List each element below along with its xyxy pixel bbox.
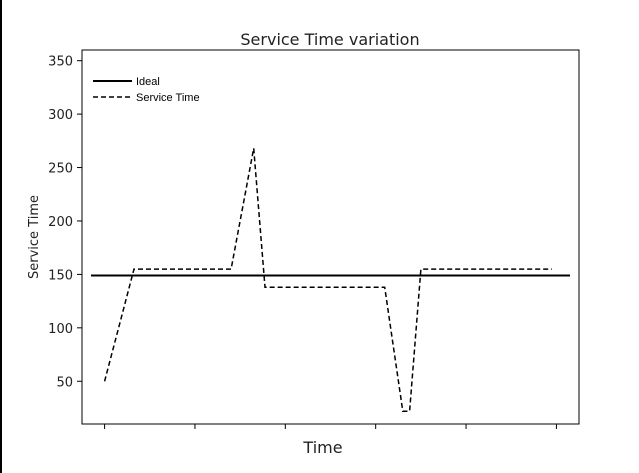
legend: Ideal Service Time bbox=[93, 76, 200, 104]
legend-label-ideal: Ideal bbox=[136, 76, 160, 88]
x-axis bbox=[104, 424, 557, 429]
y-tick-label: 50 bbox=[56, 375, 73, 390]
y-axis: 50 100 150 200 250 300 350 bbox=[48, 55, 82, 390]
plot-area bbox=[81, 49, 580, 425]
y-tick-label: 350 bbox=[48, 55, 73, 70]
x-axis-label: Time bbox=[302, 438, 342, 457]
y-tick-label: 100 bbox=[48, 322, 73, 337]
chart-title: Service Time variation bbox=[240, 30, 419, 49]
y-tick-label: 250 bbox=[48, 162, 73, 177]
y-tick-label: 300 bbox=[48, 108, 73, 123]
y-axis-label: Service Time bbox=[27, 195, 42, 279]
y-tick-label: 200 bbox=[48, 215, 73, 230]
legend-label-service-time: Service Time bbox=[136, 92, 200, 104]
y-tick-label: 150 bbox=[48, 268, 73, 283]
series-layer bbox=[91, 148, 570, 412]
window-left-border bbox=[0, 0, 2, 473]
series-line-service-time bbox=[103, 148, 552, 412]
